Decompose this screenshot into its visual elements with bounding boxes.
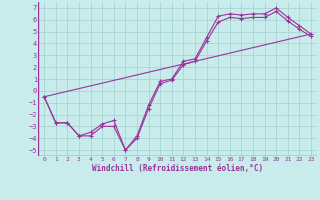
X-axis label: Windchill (Refroidissement éolien,°C): Windchill (Refroidissement éolien,°C): [92, 164, 263, 173]
